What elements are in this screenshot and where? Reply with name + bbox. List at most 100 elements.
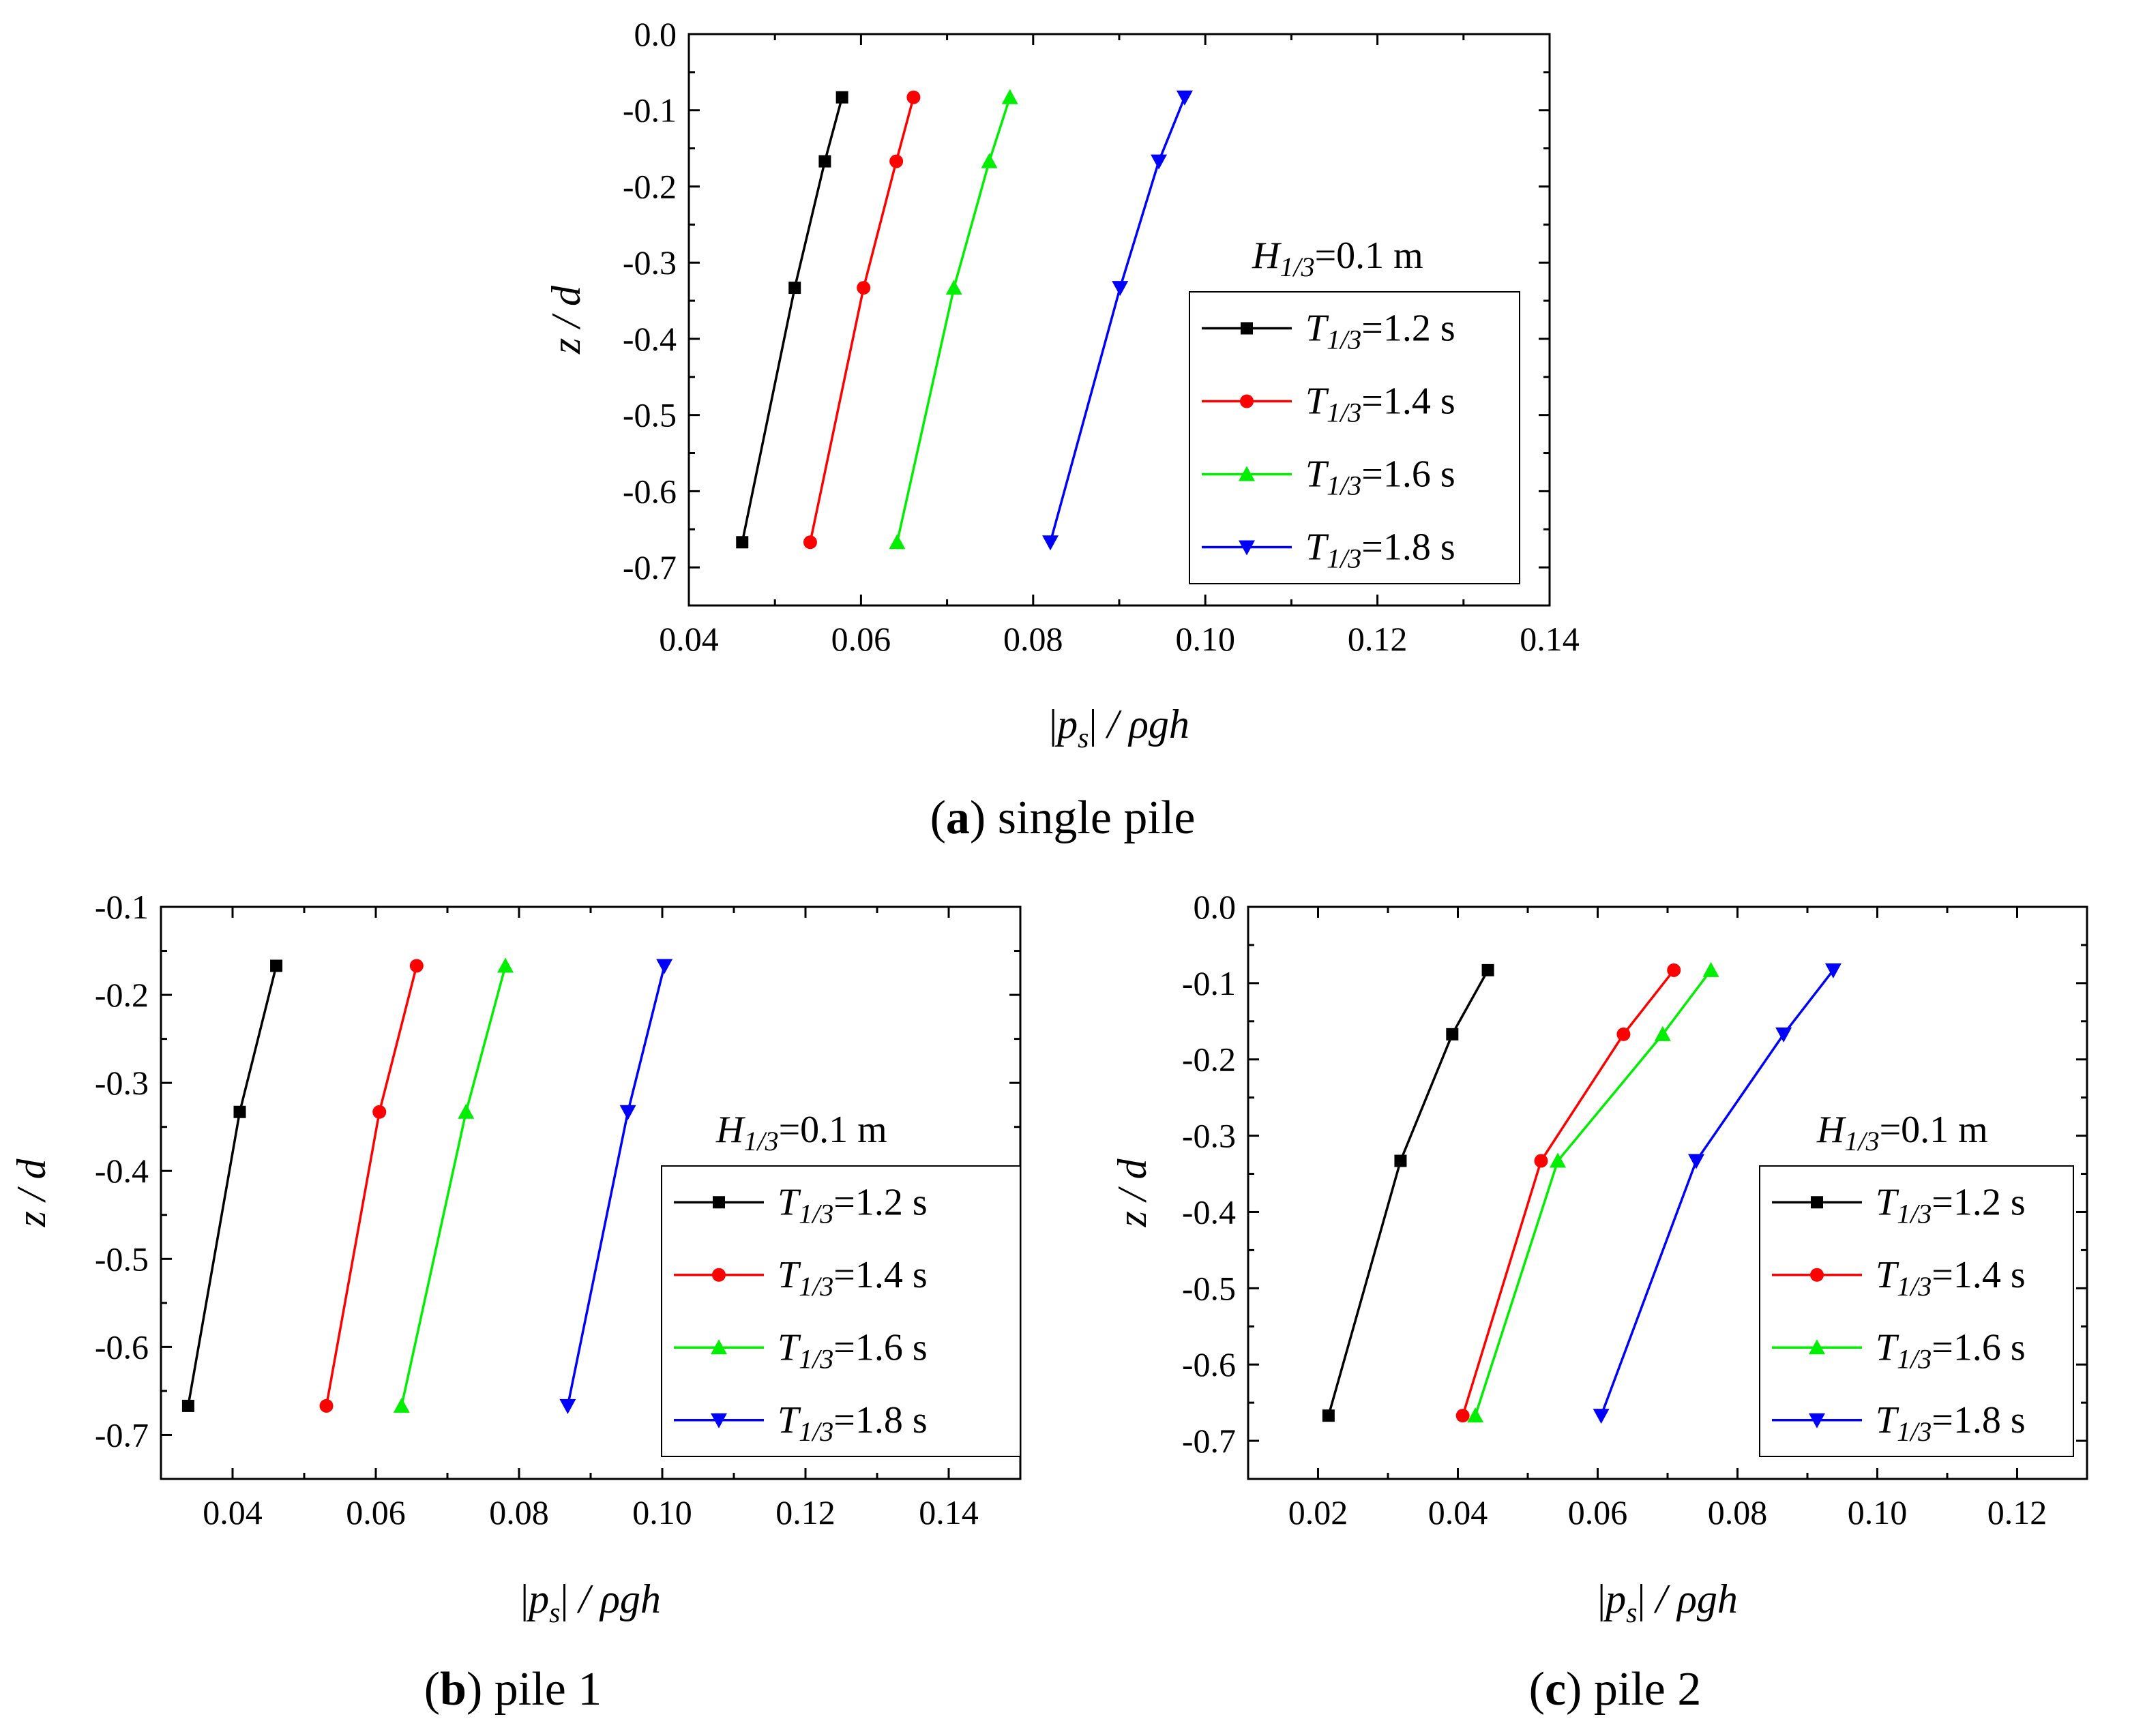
x-tick-label: 0.10 [1848, 1493, 1908, 1531]
legend-marker [1239, 540, 1255, 556]
legend-marker [711, 1413, 727, 1428]
y-tick-label: -0.4 [1182, 1193, 1236, 1231]
legend-entry: T1/3=1.6 s [1876, 1326, 2026, 1374]
y-tick-label: -0.5 [1182, 1269, 1236, 1307]
data-point [1667, 963, 1681, 977]
legend-marker [1239, 466, 1255, 481]
x-tick-label: 0.04 [203, 1493, 263, 1531]
data-point [1176, 90, 1193, 106]
data-point [889, 534, 906, 550]
legend-entry: T1/3=1.8 s [778, 1399, 928, 1447]
data-point [1534, 1154, 1548, 1168]
legend-marker [1809, 1413, 1825, 1428]
chart-b: 0.04 0.06 0.08 0.10 0.12 0.14 -0.1 -0.2 -0.3 -0.4… [9, 888, 1022, 1716]
legend-entry: T1/3=1.8 s [1305, 526, 1455, 574]
x-tick-label: 0.04 [1428, 1493, 1488, 1531]
data-point [319, 1398, 334, 1413]
legend-title: H1/3=0.1 m [1252, 235, 1423, 282]
x-axis-label: |ps| / ρgh [1049, 702, 1189, 754]
data-point [1654, 1026, 1671, 1041]
legend-box [1189, 291, 1520, 584]
y-axis-label: z / d [9, 1158, 54, 1227]
legend-entry: T1/3=1.2 s [1876, 1181, 2026, 1229]
series-line-4 [1599, 969, 1835, 1416]
y-tick-label: -0.6 [95, 1328, 149, 1366]
legend-title: H1/3=0.1 m [715, 1109, 887, 1156]
data-point [818, 155, 831, 168]
y-axis-label: z / d [544, 285, 589, 355]
data-point [1455, 1409, 1470, 1423]
caption: (a) single pile [930, 792, 1196, 844]
y-tick-label: -0.5 [95, 1240, 149, 1278]
x-tick-label: 0.12 [1987, 1493, 2047, 1531]
y-tick-label: -0.2 [95, 976, 149, 1014]
legend-marker [1241, 322, 1253, 335]
data-point [788, 282, 801, 295]
y-tick-label: -0.7 [1182, 1422, 1236, 1460]
data-point [233, 1105, 246, 1118]
legend-marker [1811, 1196, 1823, 1209]
data-point [1467, 1407, 1484, 1423]
legend-marker [711, 1339, 727, 1355]
data-point [945, 280, 962, 295]
chart-a: 0.04 0.06 0.08 0.10 0.12 0.14 0.0 -0.1 -0.2 -0.3 -… [544, 15, 1580, 844]
data-point [857, 281, 871, 295]
x-tick-label: 0.06 [1568, 1493, 1628, 1531]
x-tick-label: 0.14 [1520, 620, 1580, 658]
data-point [1593, 1409, 1610, 1424]
legend-marker [1810, 1268, 1824, 1282]
x-tick-label: 0.08 [489, 1493, 549, 1531]
y-tick-label: -0.6 [623, 472, 677, 510]
data-point [372, 1105, 387, 1119]
data-point [458, 1103, 475, 1119]
data-point [803, 535, 817, 550]
legend-marker [713, 1196, 725, 1209]
legend-marker [712, 1268, 726, 1282]
data-point [1688, 1154, 1705, 1169]
series-line-2 [809, 97, 915, 543]
x-tick-label: 0.12 [1348, 620, 1408, 658]
x-tick-label: 0.04 [659, 620, 719, 658]
legend-entry: T1/3=1.8 s [1876, 1399, 2026, 1447]
data-point [1322, 1409, 1335, 1422]
data-point [835, 91, 848, 104]
legend-entry: T1/3=1.6 s [778, 1326, 928, 1374]
data-point [656, 959, 673, 974]
data-point [889, 154, 904, 168]
data-point [393, 1397, 410, 1413]
x-tick-label: 0.08 [1003, 620, 1063, 658]
series-line-3 [896, 97, 1011, 543]
data-point [270, 959, 283, 972]
x-axis-label: |ps| / ρgh [520, 1576, 661, 1629]
y-tick-label: -0.2 [623, 167, 677, 205]
legend-entry: T1/3=1.4 s [1876, 1254, 2026, 1302]
data-point [1042, 535, 1059, 551]
x-tick-label: 0.12 [775, 1493, 835, 1531]
y-tick-label: -0.3 [95, 1064, 149, 1102]
legend-entry: T1/3=1.2 s [778, 1181, 928, 1229]
y-tick-label: -0.3 [1182, 1117, 1236, 1155]
caption: (b) pile 1 [424, 1663, 602, 1716]
data-point [1824, 963, 1841, 978]
data-point [1001, 89, 1018, 104]
y-tick-label: -0.4 [95, 1152, 149, 1190]
legend-marker [1240, 394, 1254, 408]
legend-title: H1/3=0.1 m [1816, 1109, 1988, 1156]
y-tick-label: -0.4 [623, 320, 677, 358]
data-point [906, 90, 921, 104]
series-line-2 [1462, 969, 1675, 1416]
legend-entry: T1/3=1.2 s [1305, 308, 1455, 355]
x-tick-label: 0.08 [1708, 1493, 1768, 1531]
data-point [619, 1105, 636, 1120]
y-axis-label: z / d [1110, 1158, 1155, 1227]
y-tick-label: -0.1 [95, 888, 149, 926]
legend-entry: T1/3=1.4 s [778, 1254, 928, 1302]
series-line-3 [1474, 969, 1712, 1416]
data-point [1775, 1027, 1792, 1043]
data-point [181, 1399, 194, 1412]
x-axis-label: |ps| / ρgh [1597, 1576, 1738, 1629]
y-tick-label: -0.3 [623, 243, 677, 282]
y-tick-label: -0.1 [623, 91, 677, 130]
legend-marker [1809, 1339, 1825, 1355]
